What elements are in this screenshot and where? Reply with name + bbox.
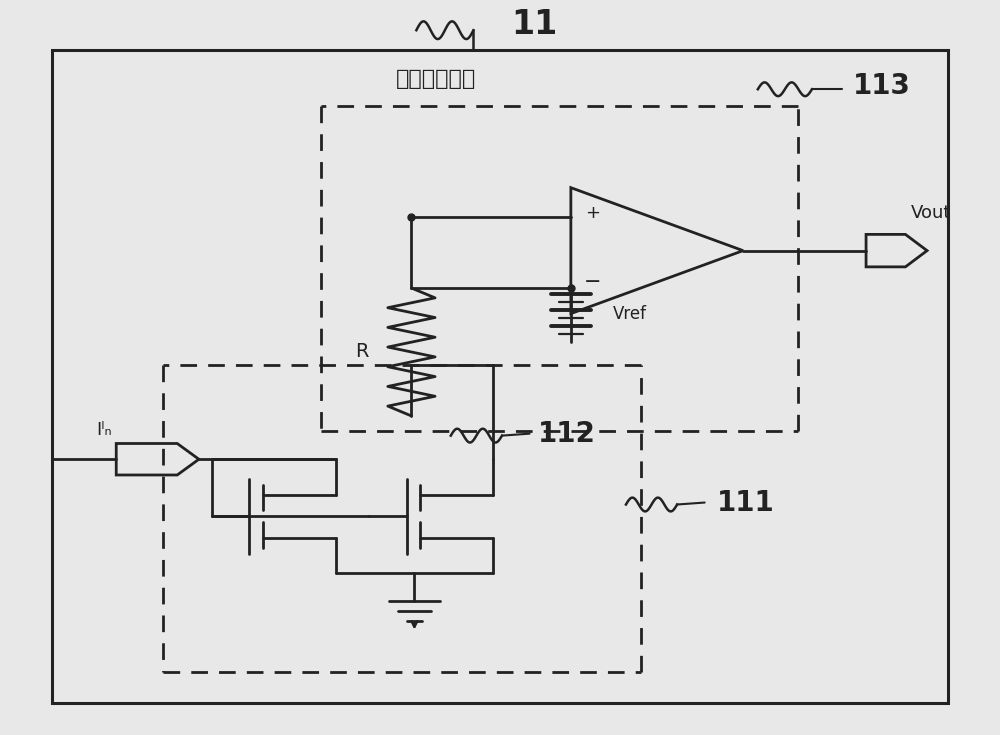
Text: Iᴵₙ: Iᴵₙ [97, 420, 112, 439]
Text: 112: 112 [538, 420, 596, 448]
Text: 电流敏感模块: 电流敏感模块 [396, 69, 476, 90]
Text: −: − [584, 272, 601, 292]
Text: 111: 111 [717, 489, 775, 517]
Text: Vref: Vref [613, 305, 647, 323]
Text: 11: 11 [511, 8, 558, 41]
Text: Vout: Vout [911, 204, 951, 222]
Text: +: + [585, 204, 600, 222]
Text: 113: 113 [853, 72, 911, 100]
Text: R: R [355, 343, 369, 362]
